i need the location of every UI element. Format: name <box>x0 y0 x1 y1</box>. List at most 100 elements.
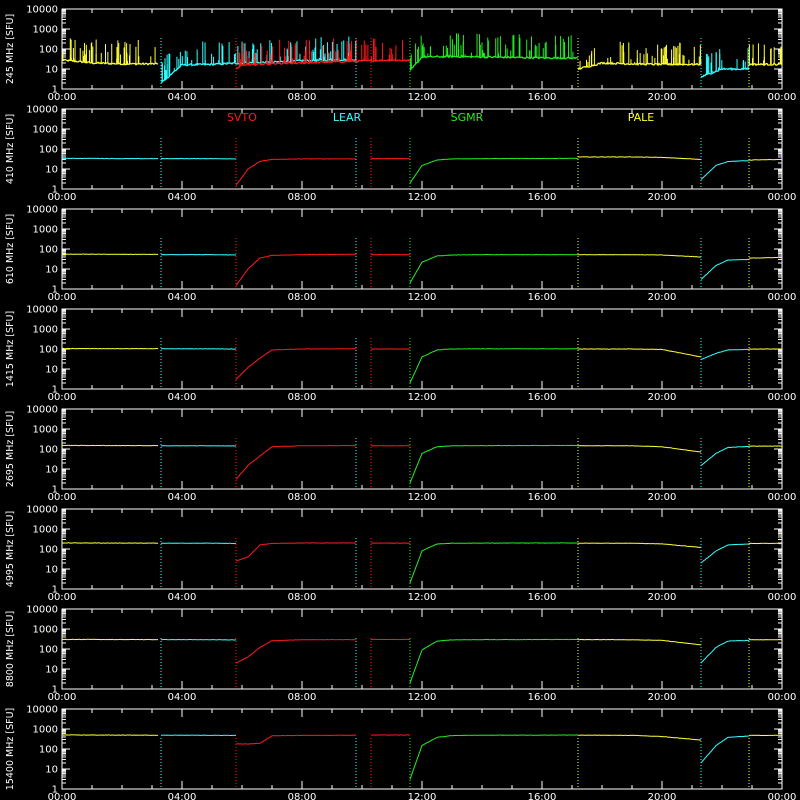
x-tick-label: 00:00 <box>768 292 797 303</box>
series-line-lear <box>700 543 750 564</box>
series-line-pale <box>577 445 702 453</box>
x-tick-label: 20:00 <box>648 592 677 603</box>
y-axis-label: 4995 MHz [SFU] <box>5 511 16 587</box>
series-line-lear <box>160 157 237 160</box>
y-tick-label: 1000 <box>33 425 58 436</box>
y-tick-label: 1 <box>52 485 58 496</box>
series-line-lear <box>160 57 357 84</box>
series-line-svto <box>235 542 357 562</box>
series-line-sgmr <box>409 157 579 184</box>
x-tick-label: 08:00 <box>288 692 317 703</box>
series-line-lear <box>700 348 750 360</box>
x-tick-label: 20:00 <box>648 492 677 503</box>
y-tick-label: 10000 <box>26 105 58 116</box>
x-tick-label: 00:00 <box>48 392 77 403</box>
series-line-sgmr <box>409 54 579 71</box>
x-tick-label: 16:00 <box>528 92 557 103</box>
series-line-sgmr <box>409 253 578 284</box>
x-tick-label: 16:00 <box>528 592 557 603</box>
series-line-pale <box>748 256 782 259</box>
panel-frame <box>61 208 783 290</box>
x-tick-label: 08:00 <box>288 592 317 603</box>
x-tick-label: 00:00 <box>768 692 797 703</box>
x-tick-label: 08:00 <box>288 292 317 303</box>
y-tick-label: 1000 <box>33 225 58 236</box>
series-line-pale <box>577 61 702 70</box>
series-line-svto <box>235 348 356 380</box>
series-line-sgmr <box>409 444 579 484</box>
series-line-lear <box>160 542 236 545</box>
x-tick-label: 04:00 <box>168 192 197 203</box>
legend-lear: LEAR <box>333 111 362 124</box>
y-tick-label: 1 <box>52 785 58 796</box>
x-tick-label: 00:00 <box>768 92 797 103</box>
y-tick-label: 10000 <box>26 505 58 516</box>
series-line-sgmr <box>409 542 579 584</box>
x-tick-label: 12:00 <box>408 592 437 603</box>
series-line-lear <box>161 638 237 641</box>
x-tick-label: 00:00 <box>768 792 797 800</box>
x-tick-label: 16:00 <box>528 292 557 303</box>
y-axis-label: 245 MHz [SFU] <box>5 14 16 84</box>
legend-pale: PALE <box>628 111 655 124</box>
series-line-pale <box>748 158 782 161</box>
series-line-pale <box>578 734 702 741</box>
series-line-pale <box>577 542 702 548</box>
y-tick-label: 10 <box>45 165 58 176</box>
series-line-svto <box>235 253 357 286</box>
x-tick-label: 00:00 <box>48 592 77 603</box>
y-tick-label: 1000 <box>33 525 58 536</box>
series-line-lear <box>700 66 750 78</box>
y-tick-label: 10 <box>45 465 58 476</box>
x-tick-label: 04:00 <box>168 592 197 603</box>
y-tick-label: 1000 <box>33 125 58 136</box>
panel-frame <box>61 608 783 690</box>
series-line-pale <box>577 253 701 258</box>
plot-area <box>62 537 782 587</box>
series-line-lear <box>700 160 750 180</box>
plot-area <box>62 437 782 487</box>
series-line-lear <box>700 639 749 664</box>
y-tick-label: 1 <box>52 385 58 396</box>
x-tick-label: 16:00 <box>528 692 557 703</box>
x-tick-label: 08:00 <box>288 192 317 203</box>
y-tick-label: 100 <box>39 645 58 656</box>
x-tick-label: 00:00 <box>48 492 77 503</box>
series-line-lear <box>160 348 237 350</box>
x-tick-label: 20:00 <box>648 292 677 303</box>
y-tick-label: 1000 <box>33 725 58 736</box>
series-line-lear <box>62 157 159 160</box>
x-tick-label: 00:00 <box>48 292 77 303</box>
x-tick-label: 04:00 <box>168 392 197 403</box>
y-tick-label: 10000 <box>26 205 58 216</box>
x-tick-label: 12:00 <box>408 492 437 503</box>
y-tick-label: 10 <box>45 365 58 376</box>
panel-4: 1 10 100 1000 10000 00:00 04:00 08:00 12:00 16:00… <box>5 305 796 404</box>
x-tick-label: 08:00 <box>288 792 317 800</box>
series-line-pale <box>62 444 159 447</box>
x-tick-label: 20:00 <box>648 92 677 103</box>
plot-area <box>62 637 782 687</box>
y-tick-label: 10 <box>45 665 58 676</box>
y-tick-label: 100 <box>39 145 58 156</box>
series-line-lear <box>700 735 750 764</box>
series-line-pale <box>577 156 702 160</box>
y-tick-label: 10 <box>45 265 58 276</box>
panel-frame <box>61 508 783 590</box>
x-tick-label: 16:00 <box>528 192 557 203</box>
y-tick-label: 1 <box>52 585 58 596</box>
x-tick-label: 08:00 <box>288 492 317 503</box>
y-tick-label: 10000 <box>26 605 58 616</box>
series-line-pale <box>577 348 702 358</box>
x-tick-label: 04:00 <box>168 92 197 103</box>
plot-area <box>62 337 782 387</box>
panel-frame <box>61 108 783 190</box>
y-tick-label: 1000 <box>33 25 58 36</box>
y-tick-label: 10 <box>45 565 58 576</box>
x-tick-label: 00:00 <box>768 192 797 203</box>
y-tick-label: 100 <box>39 445 58 456</box>
y-tick-label: 1 <box>52 185 58 196</box>
x-tick-label: 12:00 <box>408 692 437 703</box>
x-tick-label: 12:00 <box>408 792 437 800</box>
series-line-svto <box>235 158 357 186</box>
